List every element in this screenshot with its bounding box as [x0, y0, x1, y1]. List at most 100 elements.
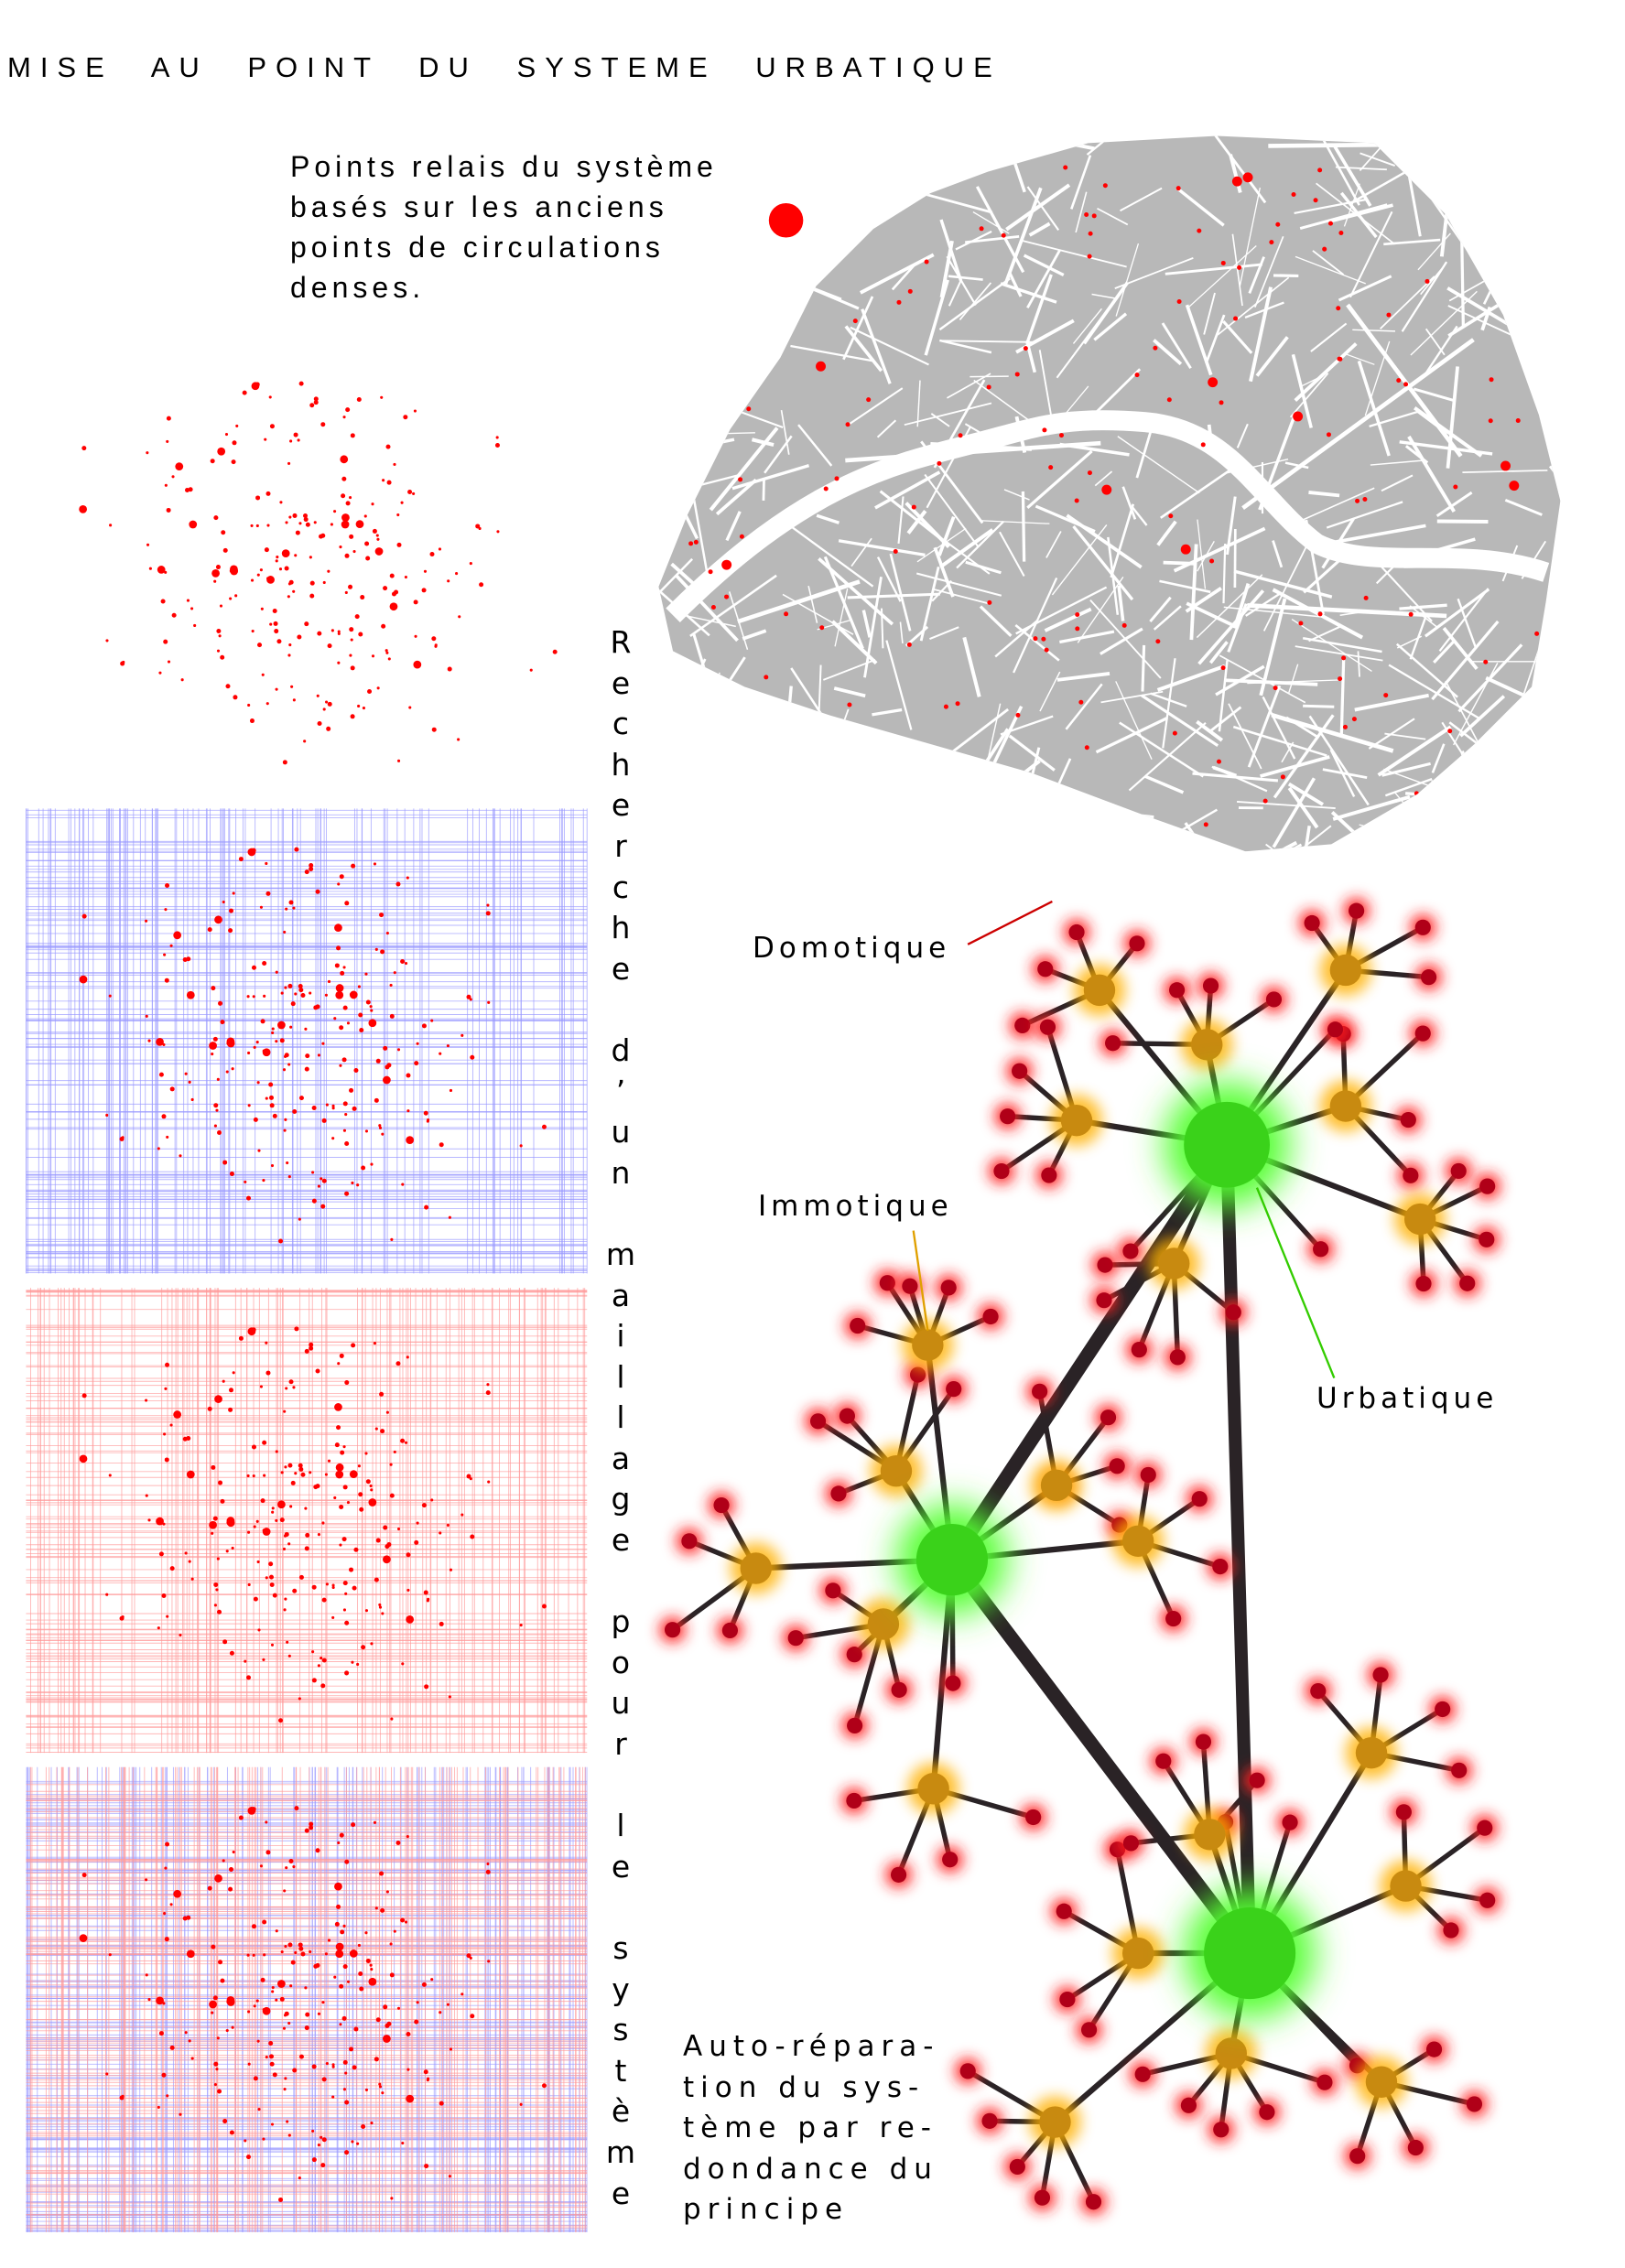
intro-line: denses.	[290, 271, 426, 304]
street	[889, 553, 912, 632]
relay-point	[162, 1522, 166, 1526]
relay-point	[814, 209, 819, 214]
domotique-node	[1097, 1257, 1113, 1273]
street	[1404, 792, 1495, 802]
caption-letter: r	[614, 1726, 627, 1763]
relay-point	[298, 988, 304, 993]
relay-point	[313, 396, 319, 402]
relay-point	[519, 1144, 523, 1148]
caption-letter: l	[616, 1399, 625, 1436]
relay-point	[404, 1920, 408, 1924]
relay-point	[448, 2175, 451, 2178]
relay-point	[218, 1000, 223, 1006]
street	[1518, 170, 1546, 198]
relay-point	[257, 643, 263, 648]
relay-point	[393, 971, 396, 975]
relay-point	[161, 1593, 167, 1599]
relay-point	[421, 1982, 427, 1987]
relay-point	[213, 1124, 217, 1128]
street	[1162, 658, 1176, 749]
street	[1025, 274, 1053, 342]
relay-point	[220, 1978, 225, 1983]
relay-point	[287, 1654, 291, 1658]
relay-point	[292, 2068, 298, 2073]
relay-point	[423, 1590, 428, 1595]
street	[986, 852, 998, 918]
street	[725, 511, 742, 542]
relay-point	[353, 1547, 359, 1552]
relay-point	[228, 908, 233, 913]
relay-point	[373, 1342, 377, 1345]
relay-point	[184, 1072, 188, 1075]
street	[1395, 643, 1458, 698]
relay-point	[259, 568, 263, 572]
relay-point	[255, 1519, 259, 1523]
relay-point	[358, 1492, 363, 1497]
relay-point	[407, 489, 413, 494]
auto-repair-text: Auto-répara- tion du sys- tème par re- d…	[683, 2026, 976, 2230]
relay-point	[233, 571, 236, 575]
relay-point	[309, 1345, 314, 1351]
street	[1082, 281, 1130, 345]
relay-point	[260, 1498, 265, 1504]
domotique-node	[1479, 1892, 1496, 1908]
relay-point	[108, 1953, 112, 1957]
caption-letter: c	[612, 869, 630, 905]
street	[785, 726, 823, 816]
relay-point	[311, 2064, 317, 2069]
domotique-node	[1025, 1809, 1042, 1826]
relay-point	[943, 704, 948, 709]
domotique-node	[1034, 2189, 1051, 2206]
relay-point	[360, 595, 365, 600]
relay-point	[212, 1516, 218, 1521]
relay-point	[1275, 221, 1281, 227]
domotique-node	[787, 1630, 804, 1647]
relay-point	[290, 1960, 296, 1965]
caption-letter: è	[611, 2093, 631, 2130]
relay-point	[179, 1633, 182, 1637]
street	[1022, 240, 1127, 268]
relay-point	[317, 1184, 320, 1188]
street	[1110, 503, 1135, 578]
street	[1330, 811, 1410, 852]
relay-point	[421, 588, 427, 593]
relay-point	[186, 990, 195, 999]
relay-point	[229, 1043, 233, 1047]
relay-point	[167, 660, 171, 664]
relay-point	[1280, 774, 1285, 780]
street	[1438, 588, 1490, 652]
domotique-node	[1100, 1409, 1117, 1426]
street	[1303, 556, 1345, 594]
relay-point	[218, 1480, 223, 1485]
relay-point	[247, 703, 251, 707]
domotique-node	[959, 2063, 976, 2079]
street	[790, 344, 873, 362]
relay-point	[519, 1624, 523, 1627]
relay-point	[259, 1385, 263, 1388]
relay-point	[228, 1407, 233, 1412]
domotique-node	[1068, 923, 1085, 941]
relay-point	[387, 657, 391, 661]
relay-point	[251, 965, 256, 970]
relay-point	[324, 1952, 328, 1956]
street	[1192, 772, 1279, 783]
immotique-node	[1158, 1247, 1190, 1280]
relay-point	[1042, 427, 1047, 433]
relay-point	[220, 654, 225, 660]
caption-letter: s	[612, 2012, 629, 2048]
relay-point	[262, 1048, 271, 1057]
street	[965, 560, 1002, 575]
relay-point	[357, 1464, 361, 1468]
relay-point	[1041, 636, 1046, 642]
relay-point	[331, 2063, 335, 2067]
relay-point	[164, 1457, 169, 1463]
relay-point	[1298, 621, 1304, 626]
street	[1284, 461, 1309, 470]
relay-point	[255, 1041, 259, 1044]
relay-point	[231, 1067, 234, 1071]
caption-letter: t	[614, 2052, 627, 2089]
relay-point	[284, 1465, 287, 1469]
street	[759, 855, 786, 889]
relay-point	[166, 439, 169, 443]
relay-point	[1338, 676, 1343, 682]
